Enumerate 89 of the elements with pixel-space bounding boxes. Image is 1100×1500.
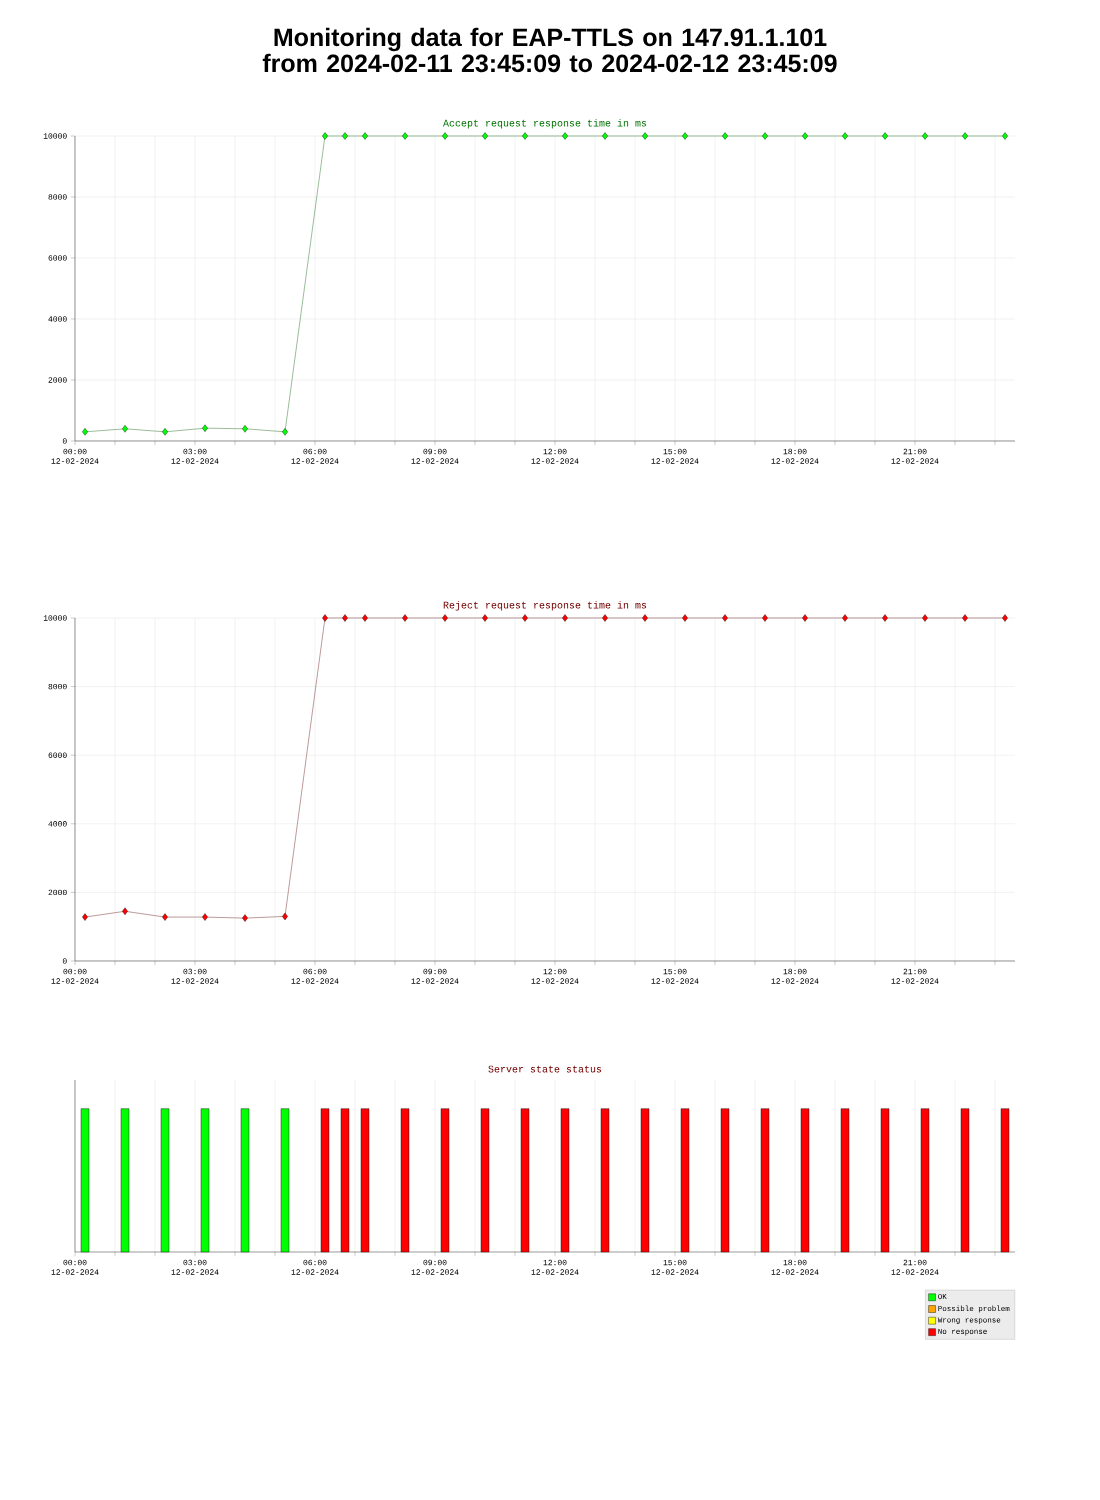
x-tick-label: 15:00 12-02-2024 [651, 448, 699, 464]
chart-title: Server state status [488, 1065, 602, 1073]
point [82, 428, 88, 436]
point [722, 132, 728, 140]
x-tick-label: 06:00 12-02-2024 [291, 448, 339, 464]
point [122, 907, 128, 915]
x-tick-label: 00:00 12-02-2024 [51, 1259, 99, 1275]
x-tick-label: 12:00 12-02-2024 [531, 448, 579, 464]
point [162, 428, 168, 436]
point [602, 614, 608, 622]
x-tick-label: 15:00 12-02-2024 [651, 1259, 699, 1275]
point [1002, 132, 1008, 140]
y-tick-label: 4000 [48, 821, 67, 827]
x-tick-label: 21:00 12-02-2024 [891, 448, 939, 464]
x-tick-label: 03:00 12-02-2024 [171, 1259, 219, 1275]
y-tick-label: 2000 [48, 377, 67, 383]
point [202, 424, 208, 432]
x-tick-label: 00:00 12-02-2024 [51, 448, 99, 464]
point [202, 913, 208, 921]
chart-title: Reject request response time in ms [443, 601, 647, 611]
point [282, 428, 288, 436]
point [482, 614, 488, 622]
x-tick-label: 21:00 12-02-2024 [891, 1259, 939, 1275]
chart-subtitle: Accept request response time in ms [442, 119, 647, 129]
y-tick-label: 10000 [43, 133, 67, 139]
point [362, 614, 368, 622]
y-tick-label: 10000 [43, 615, 67, 621]
x-tick-label: 03:00 12-02-2024 [171, 448, 219, 464]
point [642, 614, 648, 622]
point [322, 614, 328, 622]
point [962, 132, 968, 140]
y-tick-label: 2000 [48, 889, 67, 896]
point [762, 614, 768, 622]
point [922, 614, 928, 622]
x-tick-label: 03:00 12-02-2024 [171, 968, 219, 984]
point [322, 132, 328, 140]
point [842, 132, 848, 140]
chart-title: Monitoring data for EAP-TTLS on 147.91.1.101 from 2024-02-11 23:45:09 to 2024-02-12 23:45:09 [262, 27, 837, 73]
point [642, 132, 648, 140]
point [962, 614, 968, 622]
x-tick-label: 21:00 12-02-2024 [891, 968, 939, 984]
x-tick-label: 06:00 12-02-2024 [291, 968, 339, 984]
point [342, 132, 348, 140]
point [562, 132, 568, 140]
point [362, 132, 368, 140]
point [342, 614, 348, 622]
point [922, 132, 928, 140]
x-tick-label: 12:00 12-02-2024 [531, 1259, 579, 1275]
point [522, 614, 528, 622]
x-tick-label: 15:00 12-02-2024 [651, 968, 699, 984]
point [242, 914, 248, 922]
point [602, 132, 608, 140]
point [402, 614, 408, 622]
point [762, 132, 768, 140]
y-tick-label: 4000 [48, 316, 67, 322]
point [802, 614, 808, 622]
point [442, 614, 448, 622]
point [522, 132, 528, 140]
point [242, 425, 248, 433]
x-tick-label: 18:00 12-02-2024 [771, 1259, 819, 1275]
point [562, 614, 568, 622]
point [882, 614, 888, 622]
point [1002, 614, 1008, 622]
x-tick-label: 12:00 12-02-2024 [531, 968, 579, 984]
point [802, 132, 808, 140]
point [122, 425, 128, 433]
x-tick-label: 06:00 12-02-2024 [291, 1259, 339, 1275]
x-tick-label: 09:00 12-02-2024 [411, 968, 459, 984]
x-tick-label: 18:00 12-02-2024 [771, 968, 819, 984]
point [402, 132, 408, 140]
y-tick-label: 0 [62, 958, 67, 964]
point [882, 132, 888, 140]
y-tick-label: 8000 [48, 194, 67, 200]
x-tick-label: 09:00 12-02-2024 [411, 1259, 459, 1275]
x-tick-label: 18:00 12-02-2024 [771, 448, 819, 464]
point [722, 614, 728, 622]
point [842, 614, 848, 622]
point [442, 132, 448, 140]
y-tick-label: 6000 [48, 752, 67, 758]
y-tick-label: 8000 [48, 683, 67, 690]
point [82, 913, 88, 921]
point [682, 132, 688, 140]
x-tick-label: 00:00 12-02-2024 [51, 968, 99, 984]
point [682, 614, 688, 622]
x-tick-label: 09:00 12-02-2024 [411, 448, 459, 464]
y-tick-label: 6000 [48, 255, 67, 261]
point [162, 913, 168, 921]
point [482, 132, 488, 140]
y-tick-label: 0 [62, 438, 67, 444]
